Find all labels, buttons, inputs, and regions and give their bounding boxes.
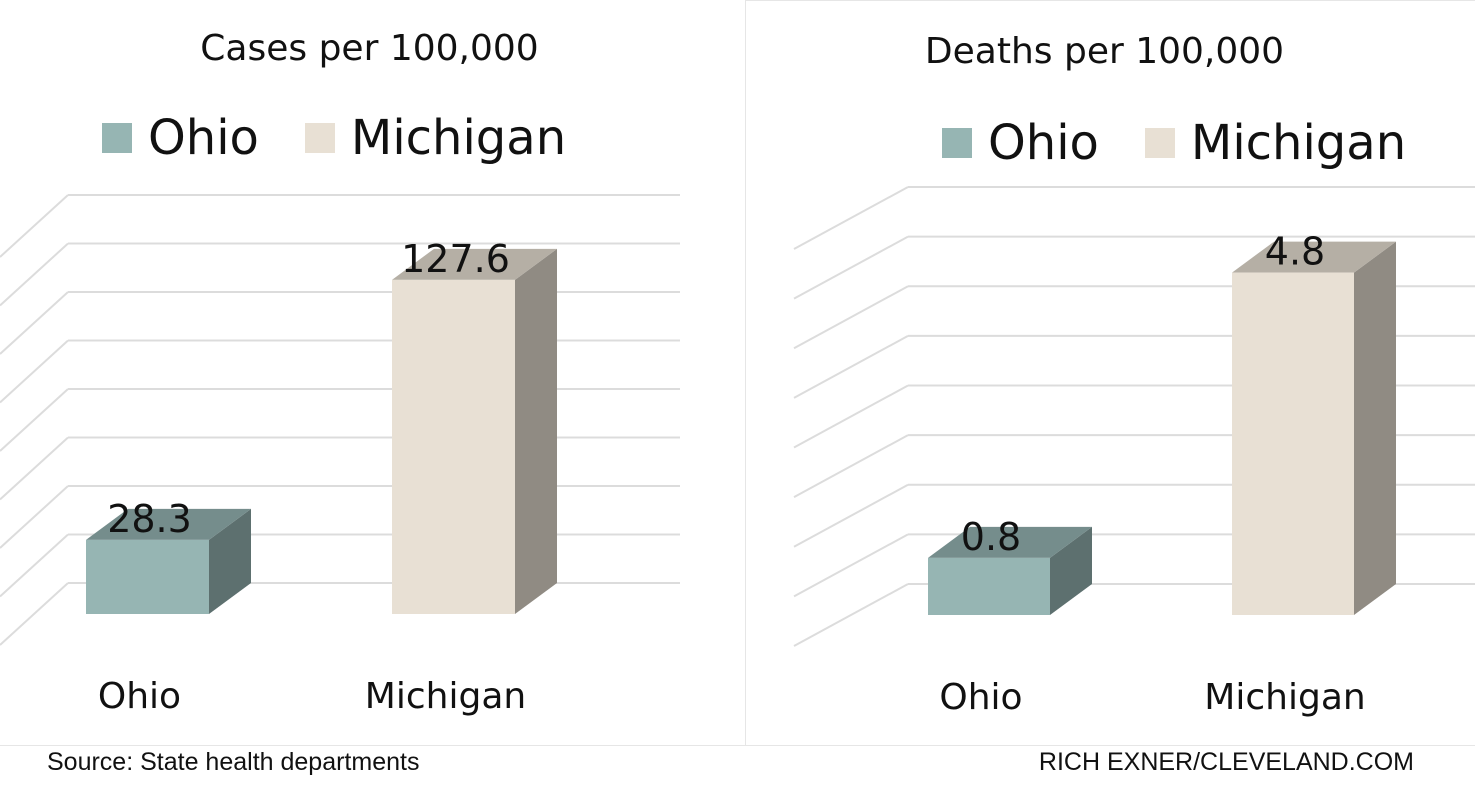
legend-item-michigan: Michigan xyxy=(304,110,567,166)
gridline-side xyxy=(0,582,69,646)
legend-swatch-ohio xyxy=(102,123,132,153)
legend-item-michigan: Michigan xyxy=(1144,115,1407,171)
gridline-side xyxy=(793,334,909,399)
category-label: Ohio xyxy=(939,677,1022,718)
legend: Ohio Michigan xyxy=(942,115,1452,171)
gridline-side xyxy=(793,583,909,647)
bar-top xyxy=(392,248,557,280)
cases-chart-panel: Cases per 100,000 Ohio Michigan 28.3 Ohio… xyxy=(0,0,745,745)
source-note: Source: State health departments xyxy=(47,748,420,776)
data-label: 0.8 xyxy=(961,515,1021,559)
deaths-chart-panel: Deaths per 100,000 Ohio Michigan 0.8 Ohio… xyxy=(745,0,1475,745)
data-label: 28.3 xyxy=(107,497,192,541)
bar-top xyxy=(928,526,1092,558)
chart-title: Deaths per 100,000 xyxy=(924,31,1285,72)
legend-swatch-michigan xyxy=(304,123,335,153)
legend-swatch-ohio xyxy=(942,128,972,158)
gridline-side xyxy=(793,186,909,250)
chart-title: Cases per 100,000 xyxy=(200,28,539,69)
gridline-side xyxy=(793,483,909,548)
gridline-side xyxy=(0,291,69,355)
bar-side xyxy=(515,248,557,614)
legend-label-ohio: Ohio xyxy=(988,115,1099,171)
legend-item-ohio: Ohio xyxy=(102,110,259,166)
deaths-plot: 0.8 Ohio 4.8 Michigan xyxy=(793,186,1475,718)
gridline-side xyxy=(793,434,909,499)
legend-label-michigan: Michigan xyxy=(1190,115,1407,171)
bar xyxy=(392,279,515,614)
footer: Source: State health departments RICH EX… xyxy=(0,745,1475,797)
gridline-side xyxy=(0,436,69,501)
bar-side xyxy=(1050,526,1092,615)
category-label: Ohio xyxy=(98,676,181,717)
legend-label-michigan: Michigan xyxy=(350,110,567,166)
gridline-side xyxy=(0,242,69,307)
gridline-side xyxy=(0,388,69,452)
gridline-side xyxy=(793,384,909,449)
bar xyxy=(86,539,209,614)
bar-top xyxy=(1232,241,1396,273)
gridline-side xyxy=(0,194,69,258)
bar-side xyxy=(1354,241,1396,615)
legend: Ohio Michigan xyxy=(102,110,612,166)
bar xyxy=(928,557,1050,615)
credit-line: RICH EXNER/CLEVELAND.COM xyxy=(1038,748,1414,776)
gridline-side xyxy=(793,533,909,598)
legend-item-ohio: Ohio xyxy=(942,115,1099,171)
legend-label-ohio: Ohio xyxy=(148,110,259,166)
gridline-side xyxy=(0,533,69,598)
data-label: 4.8 xyxy=(1265,230,1325,274)
gridline-side xyxy=(793,235,909,300)
category-label: Michigan xyxy=(1204,677,1365,718)
gridline-side xyxy=(793,285,909,350)
bar-top xyxy=(86,508,251,540)
category-label: Michigan xyxy=(365,676,526,717)
gridline-side xyxy=(0,485,69,549)
bar-side xyxy=(209,508,251,614)
cases-plot: 28.3 Ohio 127.6 Michigan xyxy=(0,194,680,717)
bar xyxy=(1232,272,1354,615)
legend-swatch-michigan xyxy=(1144,128,1175,158)
data-label: 127.6 xyxy=(401,237,510,281)
gridline-side xyxy=(0,339,69,404)
